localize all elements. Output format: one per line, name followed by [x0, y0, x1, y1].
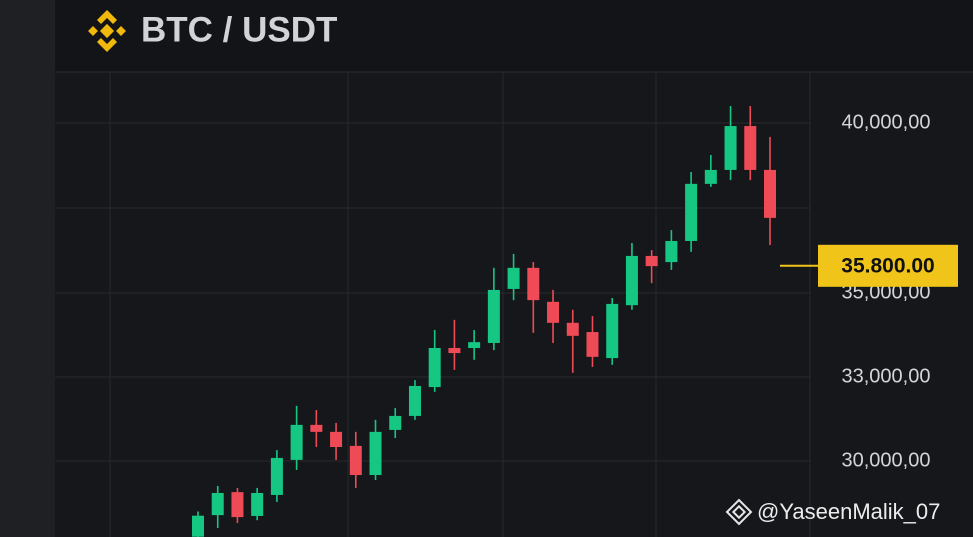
last-price-label: 35.800.00: [841, 254, 934, 277]
candle-body: [547, 301, 560, 323]
candle-body: [310, 424, 323, 432]
chart-title: BTC / USDT: [141, 10, 337, 49]
plot-area: [55, 72, 973, 537]
y-tick-label: 40,000,00: [842, 111, 931, 133]
candle-body: [251, 492, 264, 516]
candles: [192, 106, 776, 537]
vertical-grid: [55, 72, 811, 537]
candle-body: [744, 126, 757, 170]
last-price-box: [818, 244, 958, 287]
candle-body: [724, 126, 737, 170]
candle-body: [211, 492, 224, 516]
candle-body: [192, 515, 204, 537]
candle-body: [625, 255, 638, 306]
candle-body: [487, 289, 500, 343]
candle-body: [606, 303, 619, 359]
candle-body: [349, 445, 362, 476]
candle-body: [645, 255, 658, 267]
y-tick-label: 33,000,00: [842, 365, 931, 387]
candle-body: [270, 457, 283, 495]
watermark-logo: [725, 498, 753, 526]
candle-body: [665, 240, 678, 263]
candle-body: [408, 385, 421, 416]
candle-body: [527, 267, 540, 301]
side-strip: [0, 0, 55, 537]
candle-body: [566, 322, 579, 336]
candle-body: [330, 431, 343, 447]
candle-body: [764, 169, 776, 218]
candle-body: [369, 431, 382, 476]
candle-body: [685, 183, 698, 241]
candle-body: [428, 348, 441, 388]
candle-body: [231, 492, 244, 518]
candle-body: [448, 348, 461, 354]
candle-body: [586, 332, 599, 357]
candle-body: [389, 415, 402, 430]
y-tick-label: 30,000,00: [842, 449, 931, 471]
candle-body: [507, 267, 520, 289]
candle-body: [468, 342, 481, 349]
candle-body: [704, 169, 717, 184]
watermark: @YaseenMalik_07: [757, 499, 940, 524]
candle-body: [290, 424, 303, 460]
